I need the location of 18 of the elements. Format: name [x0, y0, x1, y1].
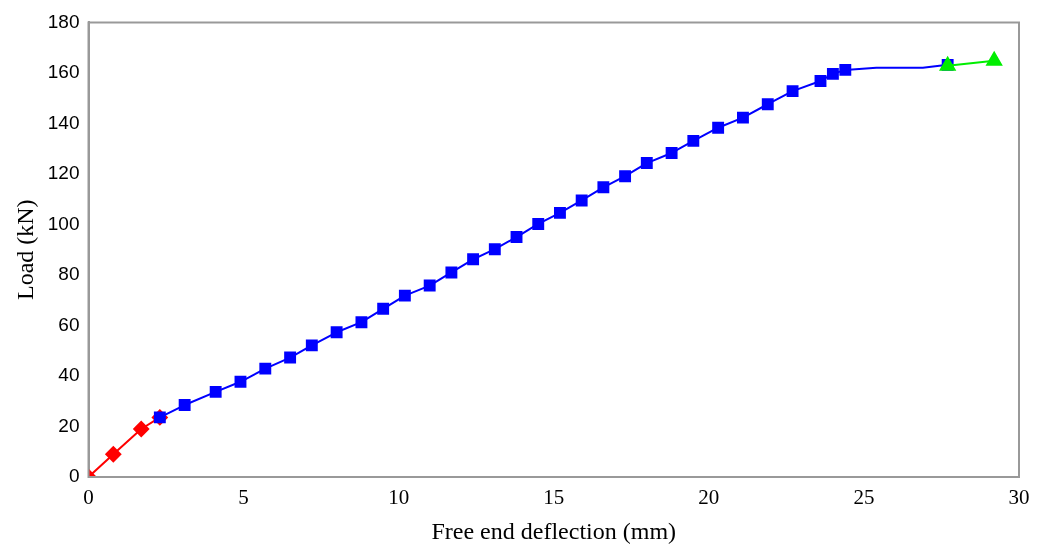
- x-tick-label: 30: [1008, 485, 1030, 510]
- x-axis-title: Free end deflection (mm): [431, 517, 677, 544]
- y-tick-label: 140: [47, 111, 80, 133]
- y-tick-label: 180: [47, 10, 80, 32]
- y-tick-label: 60: [58, 313, 80, 335]
- x-tick-label: 25: [853, 485, 875, 510]
- x-tick-label: 10: [388, 485, 410, 510]
- y-tick-label: 100: [47, 212, 80, 234]
- y-axis-title: Load (kN): [11, 199, 38, 301]
- x-tick-label: 15: [543, 485, 565, 510]
- y-tick-label: 20: [58, 414, 80, 436]
- y-tick-label: 80: [58, 263, 80, 285]
- y-tick-label: 40: [58, 364, 80, 386]
- y-tick-label: 160: [47, 61, 80, 83]
- y-tick-label: 120: [47, 162, 80, 184]
- y-tick-label: 0: [68, 465, 80, 487]
- x-tick-label: 5: [238, 485, 249, 510]
- x-tick-label: 20: [698, 485, 720, 510]
